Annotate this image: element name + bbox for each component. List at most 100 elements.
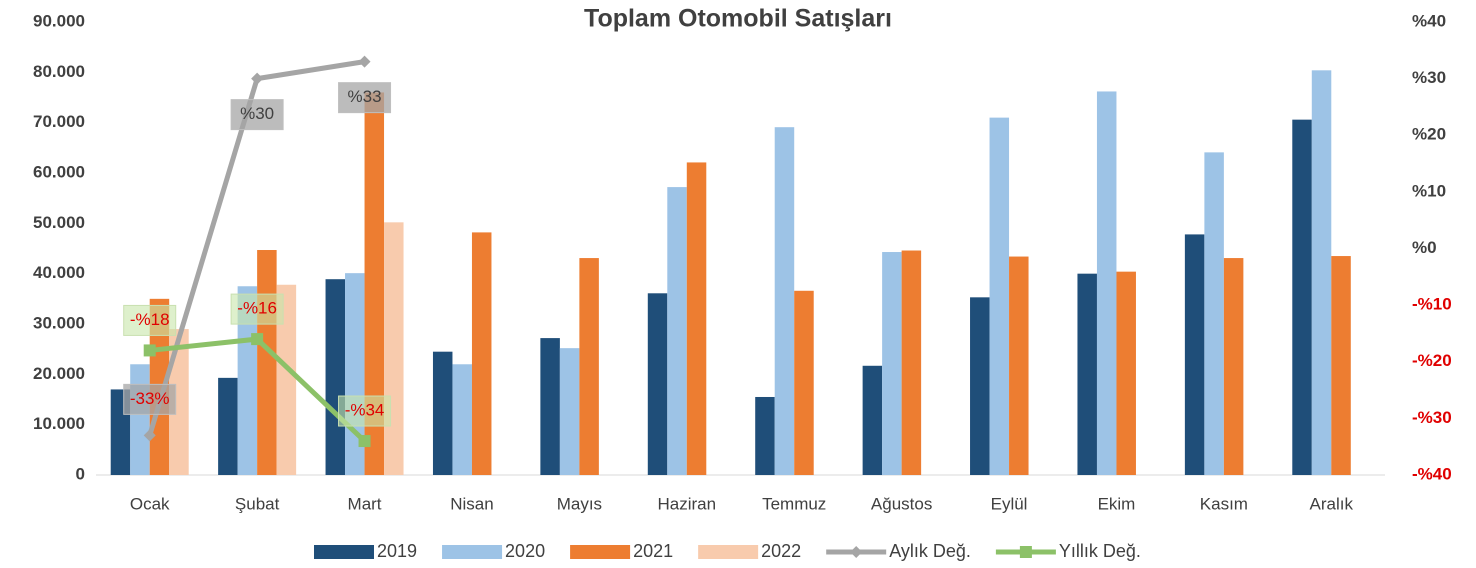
bar [882,252,902,475]
x-tick-label: Ağustos [871,494,932,513]
data-label: -33% [130,389,170,408]
y-tick-label: 10.000 [33,414,85,433]
data-label-box [338,395,392,427]
bar [774,127,795,476]
bar [1096,91,1117,476]
y2-tick-label: -%10 [1412,295,1452,314]
y2-tick-label: -%40 [1412,464,1452,483]
data-label-box [338,82,392,114]
bar [218,377,238,475]
marker [143,429,156,442]
bar [559,348,580,475]
bar [1223,258,1244,475]
marker [143,344,156,357]
data-label: -%16 [237,299,277,318]
bar [647,293,668,475]
marker [251,72,264,85]
y2-tick-label: %20 [1412,125,1446,144]
y-tick-label: 20.000 [33,364,85,383]
legend-label: 2019 [377,541,417,561]
bar [794,290,814,475]
data-label: -%34 [345,401,385,420]
x-tick-label: Ekim [1098,494,1136,513]
legend-marker [1019,546,1032,558]
bar [169,329,189,475]
bar [1116,271,1136,475]
y-tick-label: 80.000 [33,62,85,81]
legend-label: 2022 [761,541,801,561]
bar [540,338,560,475]
chart-title: Toplam Otomobil Satışları [584,5,892,33]
bar [901,250,922,475]
bar [1184,234,1205,475]
data-label-box [123,304,177,336]
bar [452,364,472,475]
x-tick-label: Ocak [130,494,170,513]
bar [130,364,150,475]
legend: 2019 2020 2021 2022 Aylık Değ. Yıllık Değ. [314,541,1141,561]
bar [579,258,599,475]
bar [1204,152,1224,475]
bar [1077,273,1097,475]
x-tick-label: Aralık [1310,494,1354,513]
legend-swatch [314,545,374,559]
x-tick-label: Mayıs [557,494,602,513]
x-tick-label: Mart [348,494,382,513]
bar [257,250,277,475]
bar [686,162,707,475]
bar [970,297,990,475]
y2-tick-label: -%30 [1412,408,1452,427]
bar [667,187,687,476]
x-tick-label: Nisan [450,494,493,513]
y-tick-label: 50.000 [33,213,85,232]
legend-label: 2020 [505,541,545,561]
legend-swatch [698,545,759,559]
legend-label: 2021 [633,541,673,561]
data-label-box [230,99,284,131]
y2-tick-label: -%20 [1412,351,1452,370]
y-tick-label: 70.000 [33,112,85,131]
y-tick-label: 0 [76,464,85,483]
y2-tick-label: %40 [1412,11,1446,30]
bar [364,92,385,475]
bar [384,222,404,475]
marker [251,333,264,346]
bar [755,396,775,475]
legend-marker [850,546,863,558]
data-label: %30 [240,104,274,123]
bar [1331,256,1351,475]
marker [358,55,371,68]
y2-tick-label: %30 [1412,68,1446,87]
legend-label: Aylık Değ. [889,541,971,561]
x-tick-label: Şubat [235,494,280,513]
bar [471,232,492,475]
x-tick-label: Haziran [657,494,716,513]
bar [276,284,297,475]
data-label-box [123,383,177,415]
bar [989,117,1010,475]
x-tick-label: Kasım [1200,494,1248,513]
bar [1009,256,1029,475]
y-tick-label: 40.000 [33,263,85,282]
y-tick-label: 30.000 [33,313,85,332]
x-tick-label: Temmuz [762,494,826,513]
data-label: %33 [348,87,382,106]
legend-label: Yıllık Değ. [1059,541,1141,561]
y-tick-label: 90.000 [33,11,85,30]
data-label-box [230,293,284,325]
legend-swatch [570,545,631,559]
y-tick-label: 60.000 [33,162,85,181]
legend-swatch [442,545,503,559]
bar [432,351,453,475]
bar [1292,119,1312,475]
bar [1311,70,1332,475]
bar [862,365,883,475]
marker [358,435,371,448]
y2-tick-label: %10 [1412,181,1446,200]
y2-tick-label: %0 [1412,238,1437,257]
data-label: -%18 [130,310,170,329]
x-tick-label: Eylül [991,494,1028,513]
bar [325,279,346,475]
